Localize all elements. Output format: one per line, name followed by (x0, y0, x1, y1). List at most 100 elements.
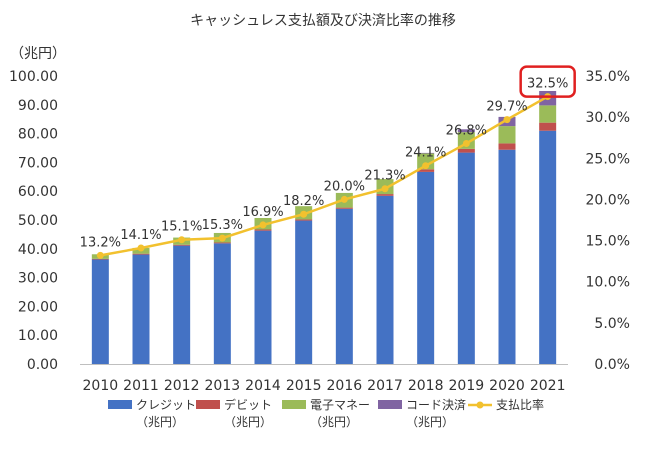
bar-segment-series-0 (498, 149, 516, 364)
bar-segment-series-0 (335, 208, 353, 364)
legend-unit-label: （兆円） (224, 415, 272, 429)
highlight-box (519, 65, 576, 98)
ratio-point (137, 244, 145, 252)
legend-swatch (196, 400, 220, 409)
legend-label: 電子マネー (310, 398, 370, 412)
bar-segment-series-1 (498, 143, 516, 150)
x-tick-label: 2017 (367, 378, 403, 394)
ratio-point (300, 210, 308, 218)
ratio-point (96, 251, 104, 259)
bar-segment-series-2 (417, 153, 435, 170)
bar-segment-series-1 (295, 219, 313, 221)
chart-title: キャッシュレス支払額及び決済比率の推移 (190, 12, 456, 29)
ratio-point (218, 234, 226, 242)
y2-tick-label: 10.0% (586, 275, 630, 291)
bar-segment-series-0 (254, 230, 272, 364)
ratio-data-label: 21.3% (364, 169, 405, 184)
y-tick-label: 80.00 (18, 127, 58, 143)
bar-segment-series-0 (213, 243, 231, 364)
ratio-point (259, 221, 267, 229)
y-tick-label: 20.00 (18, 299, 58, 315)
legend-unit-label: （兆円） (406, 415, 454, 429)
y-tick-label: 60.00 (18, 184, 58, 200)
legend-label: 支払比率 (496, 397, 544, 412)
y-axis-unit-label: （兆円） (10, 46, 66, 62)
bar-segment-series-1 (335, 207, 353, 209)
y-tick-label: 50.00 (18, 213, 58, 229)
bar-segment-series-3 (457, 129, 475, 133)
legend-swatch (282, 400, 306, 409)
y2-tick-label: 5.0% (594, 316, 630, 332)
legend-label: コード決済 (406, 397, 466, 412)
ratio-data-label: 20.0% (324, 179, 365, 194)
bar-segment-series-0 (173, 245, 191, 364)
ratio-point (381, 185, 389, 193)
ratio-data-label: 26.8% (446, 123, 487, 138)
x-tick-label: 2021 (530, 378, 566, 394)
ratio-data-label: 18.2% (283, 194, 324, 209)
x-tick-label: 2010 (83, 378, 119, 394)
y2-tick-label: 0.0% (594, 357, 630, 373)
bar-segment-series-2 (498, 126, 516, 144)
bar-segment-series-1 (254, 229, 272, 231)
legend-unit-label: （兆円） (136, 415, 184, 429)
ratio-data-label: 15.1% (161, 220, 202, 235)
legend-label: デビット (224, 397, 272, 412)
bar-segment-series-0 (457, 152, 475, 364)
bar-segment-series-1 (539, 122, 557, 131)
y-tick-label: 90.00 (18, 98, 58, 114)
bar-segment-series-0 (417, 171, 435, 364)
legend-label: クレジット (136, 398, 196, 412)
legend-line-marker (476, 401, 484, 409)
x-tick-label: 2016 (327, 378, 363, 394)
y2-tick-label: 25.0% (586, 151, 630, 167)
bar-segment-series-0 (91, 259, 109, 364)
bar-segment-series-1 (132, 253, 150, 255)
bar-segment-series-2 (539, 105, 557, 123)
bar-segment-series-1 (417, 169, 435, 172)
bar-segment-series-1 (91, 258, 109, 260)
ratio-line (100, 95, 549, 257)
bar-segment-series-0 (539, 130, 557, 364)
y-tick-label: 70.00 (18, 155, 58, 171)
ratio-data-label: 14.1% (120, 228, 161, 243)
bar-segment-series-0 (295, 220, 313, 364)
x-tick-label: 2020 (489, 378, 525, 394)
bar-segment-series-0 (132, 254, 150, 364)
y2-tick-label: 35.0% (586, 69, 630, 85)
y-tick-label: 30.00 (18, 271, 58, 287)
y2-tick-label: 15.0% (586, 234, 630, 250)
y2-tick-label: 30.0% (586, 110, 630, 126)
legend-unit-label: （兆円） (310, 415, 358, 429)
y-tick-label: 0.00 (27, 357, 58, 373)
ratio-data-label: 24.1% (405, 146, 446, 161)
bar-segment-series-0 (376, 195, 394, 364)
ratio-data-label: 29.7% (486, 100, 527, 115)
x-tick-label: 2015 (286, 378, 322, 394)
legend-swatch (108, 400, 132, 409)
ratio-point (462, 139, 470, 147)
x-tick-label: 2013 (205, 378, 241, 394)
ratio-data-label: 16.9% (242, 205, 283, 220)
bar-segment-series-3 (417, 152, 435, 154)
bar-segment-series-1 (457, 148, 475, 153)
x-tick-label: 2014 (245, 378, 281, 394)
ratio-point (503, 116, 511, 124)
bar-segment-series-1 (173, 244, 191, 246)
y-tick-label: 100.00 (9, 69, 58, 85)
bar-segment-series-1 (376, 194, 394, 196)
ratio-point (178, 236, 186, 244)
legend-swatch (378, 400, 402, 409)
ratio-point (340, 195, 348, 203)
ratio-data-label: 13.2% (80, 235, 121, 250)
ratio-point (422, 162, 430, 170)
bar-segment-series-1 (213, 242, 231, 244)
x-tick-label: 2011 (123, 378, 159, 394)
y-tick-label: 40.00 (18, 242, 58, 258)
y-tick-label: 10.00 (18, 328, 58, 344)
x-tick-label: 2019 (449, 378, 485, 394)
ratio-data-label: 15.3% (202, 218, 243, 233)
ratio-data-label: 32.5% (527, 77, 568, 92)
